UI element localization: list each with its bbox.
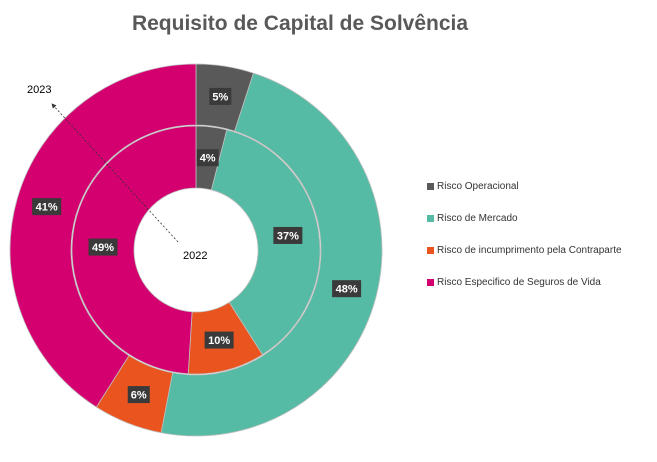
data-label-text: 41%: [36, 202, 58, 214]
chart-title: Requisito de Capital de Solvência: [131, 12, 469, 35]
legend: Risco Operacional Risco de Mercado Risco…: [427, 180, 622, 308]
data-label-box: [204, 331, 234, 349]
data-label-box: [273, 226, 303, 244]
outer-ring-pointer-line: [51, 103, 179, 243]
data-label-text: 10%: [208, 335, 230, 347]
legend-label: Risco Operacional: [437, 180, 519, 192]
data-label-text: 4%: [200, 153, 216, 165]
data-label-box: [332, 280, 362, 298]
slice-2023-risco-de-mercado: [160, 72, 383, 437]
data-label-box: [127, 386, 150, 404]
legend-item-risco-seguros-vida: Risco Especifico de Seguros de Vida: [427, 276, 622, 288]
data-label-box: [32, 198, 62, 216]
legend-label: Risco de incumprimento pela Contraparte: [437, 244, 622, 256]
legend-swatch: [427, 182, 434, 190]
outer-ring-label: 2023: [27, 84, 51, 96]
donut-labels: 5% 48% 6% 41% 4% 37% 10% 49%: [32, 87, 362, 404]
legend-swatch: [427, 278, 434, 286]
data-label-box: [88, 238, 118, 256]
data-label-text: 6%: [131, 390, 147, 402]
slice-2022-risco-de-mercado: [210, 129, 321, 356]
legend-label: Risco de Mercado: [437, 212, 518, 224]
legend-item-risco-operacional: Risco Operacional: [427, 180, 622, 192]
ring-annotations: 2023 2022: [27, 84, 207, 262]
data-label-text: 37%: [277, 230, 299, 242]
data-label-2022-risco-de-mercado: 37%: [273, 226, 303, 244]
data-label-box: [196, 149, 219, 167]
data-label-2022-risco-de-incumprimento-pela-contraparte: 10%: [204, 331, 234, 349]
donut-slices: [9, 63, 383, 437]
legend-item-risco-de-mercado: Risco de Mercado: [427, 212, 622, 224]
data-label-2022-risco-operacional: 4%: [196, 149, 219, 167]
data-label-2023-risco-especifico-de-seguros-de-vida: 41%: [32, 198, 62, 216]
slice-2023-risco-especifico-de-seguros-de-vida: [9, 63, 197, 408]
data-label-2023-risco-de-mercado: 48%: [332, 280, 362, 298]
legend-swatch: [427, 214, 434, 222]
data-label-text: 5%: [212, 91, 228, 103]
inner-ring-label: 2022: [183, 250, 207, 262]
data-label-text: 49%: [92, 242, 114, 254]
data-label-box: [209, 87, 232, 105]
data-label-2023-risco-de-incumprimento-pela-contraparte: 6%: [127, 386, 150, 404]
data-label-2023-risco-operacional: 5%: [209, 87, 232, 105]
data-label-2022-risco-especifico-de-seguros-de-vida: 49%: [88, 238, 118, 256]
legend-item-risco-contraparte: Risco de incumprimento pela Contraparte: [427, 244, 622, 256]
slice-2022-risco-especifico-de-seguros-de-vida: [71, 125, 197, 375]
data-label-text: 48%: [336, 284, 358, 296]
legend-label: Risco Especifico de Seguros de Vida: [437, 276, 601, 288]
legend-swatch: [427, 246, 434, 254]
